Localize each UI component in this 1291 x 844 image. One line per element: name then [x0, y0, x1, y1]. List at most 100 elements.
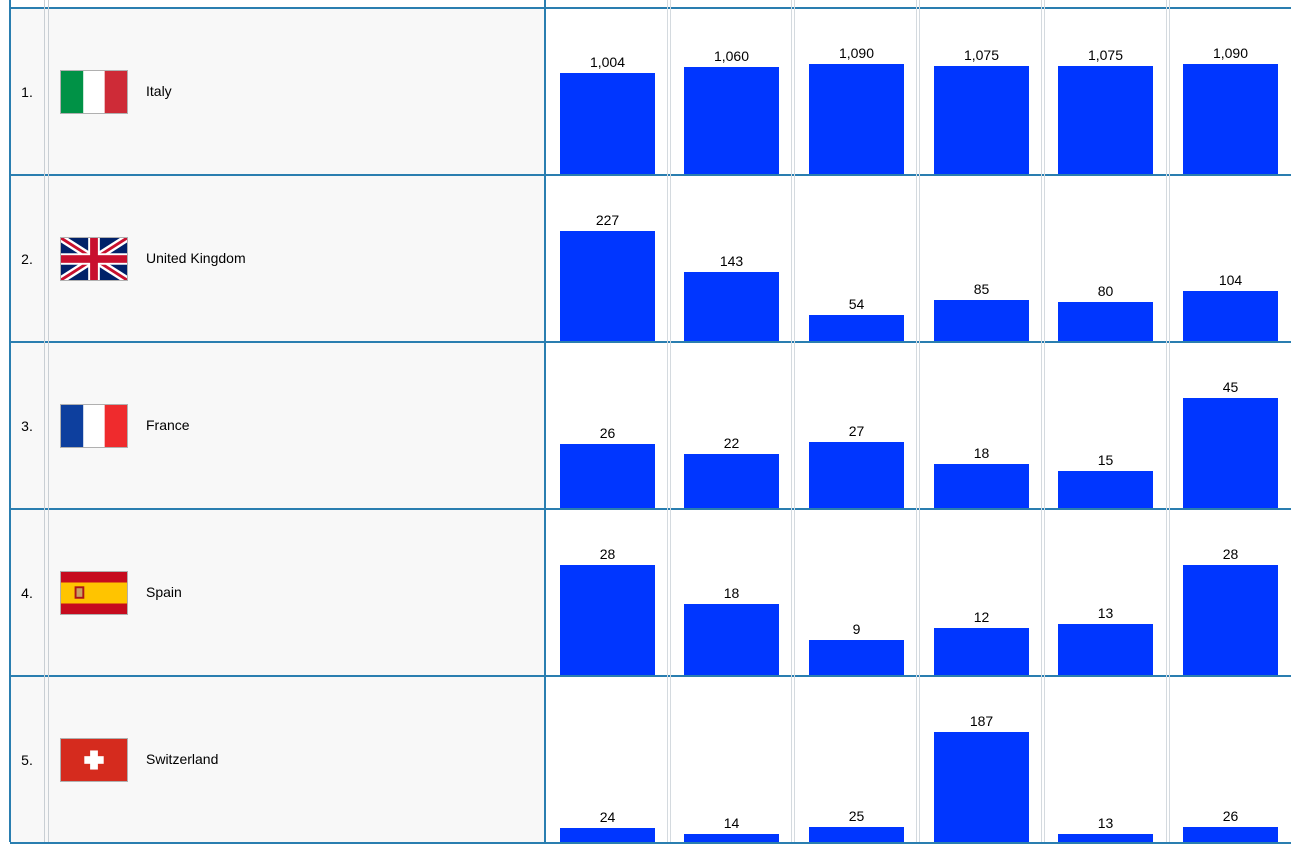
bar-5	[1058, 302, 1153, 341]
bar-value-label: 54	[848, 296, 865, 312]
bar-value-label: 143	[719, 253, 744, 269]
rank-label: 3.	[21, 417, 33, 434]
bar-value-label: 1,004	[589, 54, 626, 70]
col-divider	[919, 0, 920, 842]
bar-value-label: 1,090	[1212, 45, 1249, 61]
bar-value-label: 26	[1222, 808, 1239, 824]
col-divider	[1166, 0, 1167, 842]
bar-value-label: 1,075	[1087, 47, 1124, 63]
bar-value-label: 14	[723, 815, 740, 831]
country-name[interactable]: Switzerland	[146, 750, 219, 767]
col-divider	[791, 0, 792, 842]
table-row: 4. Spain 28 18 9 12 13 28	[0, 509, 1291, 676]
bar-value-label: 80	[1097, 283, 1114, 299]
bar-value-label: 1,060	[713, 48, 750, 64]
bar-value-label: 18	[973, 445, 990, 461]
bar-value-label: 104	[1218, 272, 1243, 288]
bar-4	[934, 464, 1029, 508]
bar-2	[684, 272, 779, 341]
bar-value-label: 24	[599, 809, 616, 825]
bar-value-label: 28	[1222, 546, 1239, 562]
bar-1	[560, 231, 655, 341]
bar-value-label: 12	[973, 609, 990, 625]
bar-4	[934, 628, 1029, 675]
bar-6	[1183, 291, 1278, 341]
bar-5	[1058, 471, 1153, 508]
bar-6	[1183, 827, 1278, 842]
bar-2	[684, 834, 779, 842]
bar-2	[684, 454, 779, 508]
bar-value-label: 22	[723, 435, 740, 451]
italy-flag-icon	[60, 69, 128, 114]
country-name[interactable]: Spain	[146, 583, 182, 600]
switzerland-flag-icon	[60, 737, 128, 782]
bar-3	[809, 64, 904, 174]
bar-5	[1058, 66, 1153, 174]
table-row: 2. United Kingdom 227 143 54 85 80 104	[0, 175, 1291, 342]
rank-label: 4.	[21, 584, 33, 601]
rank-label: 5.	[21, 751, 33, 768]
country-name[interactable]: France	[146, 416, 190, 433]
table-row: 5. Switzerland 24 14 25 187 13 26	[0, 676, 1291, 843]
bar-value-label: 28	[599, 546, 616, 562]
country-name[interactable]: United Kingdom	[146, 249, 246, 266]
col-divider	[667, 0, 668, 842]
rank-label: 1.	[21, 83, 33, 100]
bar-6	[1183, 565, 1278, 675]
bar-1	[560, 73, 655, 174]
bar-value-label: 1,075	[963, 47, 1000, 63]
bar-2	[684, 604, 779, 675]
bar-1	[560, 828, 655, 842]
rank-divider	[44, 0, 45, 842]
bar-value-label: 85	[973, 281, 990, 297]
bar-4	[934, 66, 1029, 174]
row-divider	[10, 7, 1291, 9]
bar-value-label: 227	[595, 212, 620, 228]
bar-3	[809, 640, 904, 675]
col-divider	[1041, 0, 1042, 842]
bar-value-label: 26	[599, 425, 616, 441]
bar-value-label: 25	[848, 808, 865, 824]
row-divider	[10, 174, 1291, 176]
bar-1	[560, 565, 655, 675]
col-divider	[1044, 0, 1045, 842]
row-divider	[10, 341, 1291, 343]
bar-5	[1058, 624, 1153, 675]
row-divider	[10, 675, 1291, 677]
uk-flag-icon	[60, 236, 128, 281]
bar-value-label: 27	[848, 423, 865, 439]
bar-2	[684, 67, 779, 174]
bar-6	[1183, 64, 1278, 174]
bar-value-label: 15	[1097, 452, 1114, 468]
bar-4	[934, 732, 1029, 842]
bar-value-label: 187	[969, 713, 994, 729]
bar-6	[1183, 398, 1278, 508]
bar-value-label: 45	[1222, 379, 1239, 395]
table-row: 3. France 26 22 27 18 15 45	[0, 342, 1291, 509]
bar-3	[809, 827, 904, 842]
bar-value-label: 13	[1097, 605, 1114, 621]
france-flag-icon	[60, 403, 128, 448]
col-divider	[1169, 0, 1170, 842]
bar-value-label: 9	[852, 621, 861, 637]
rank-divider-2	[48, 0, 49, 842]
row-divider	[10, 508, 1291, 510]
spain-flag-icon	[60, 570, 128, 615]
bar-value-label: 13	[1097, 815, 1114, 831]
col-divider	[916, 0, 917, 842]
bar-3	[809, 315, 904, 341]
table-row: 1. Italy 1,004 1,060 1,090 1,075 1,075 1,090	[0, 8, 1291, 175]
bar-3	[809, 442, 904, 508]
col-divider	[794, 0, 795, 842]
bar-value-label: 18	[723, 585, 740, 601]
rank-label: 2.	[21, 250, 33, 267]
country-name[interactable]: Italy	[146, 82, 172, 99]
left-border	[9, 0, 11, 842]
bar-value-label: 1,090	[838, 45, 875, 61]
bar-4	[934, 300, 1029, 341]
bar-5	[1058, 834, 1153, 842]
chart-divider	[544, 0, 546, 842]
col-divider	[670, 0, 671, 842]
bar-1	[560, 444, 655, 508]
